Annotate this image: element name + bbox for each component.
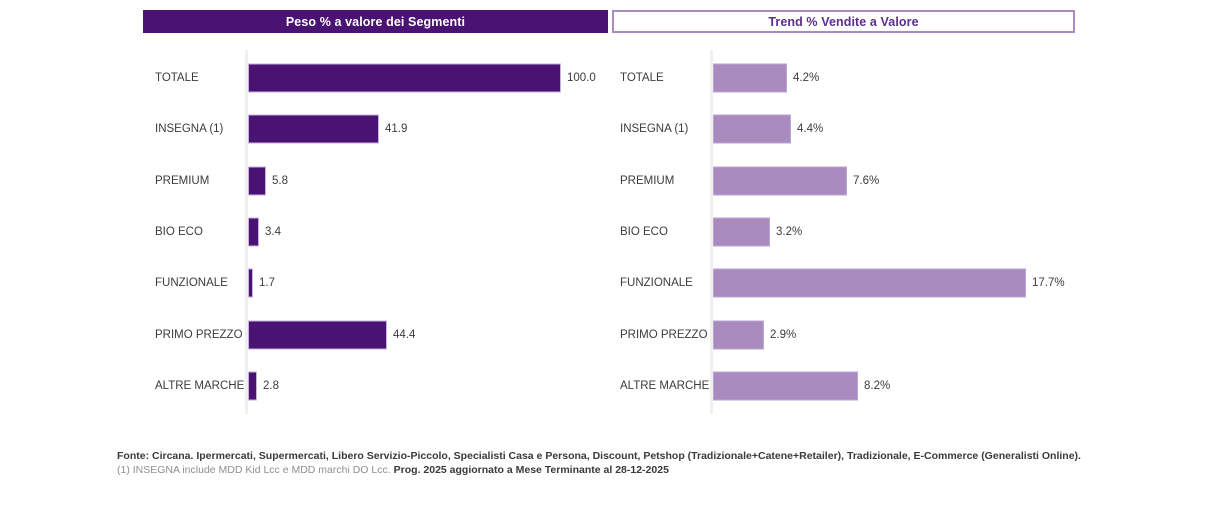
chart-row: FUNZIONALE 17.7%: [612, 258, 1075, 309]
chart-rows: TOTALE 100.0 INSEGNA (1) 41.9 PREMIUM 5.8 BIO …: [143, 52, 608, 412]
bar: [713, 217, 770, 247]
value-label: 8.2%: [864, 380, 891, 393]
category-label: PREMIUM: [155, 174, 210, 187]
left-chart-header: Peso % a valore dei Segmenti: [143, 10, 608, 33]
chart-rows: TOTALE 4.2% INSEGNA (1) 4.4% PREMIUM 7.6% BIO …: [612, 52, 1075, 412]
bar: [713, 268, 1026, 298]
category-label: ALTRE MARCHE: [155, 380, 245, 393]
value-label: 1.7: [259, 277, 275, 290]
category-label: PRIMO PREZZO: [155, 328, 243, 341]
category-label: TOTALE: [155, 71, 199, 84]
value-label: 5.8: [272, 174, 288, 187]
bar: [248, 166, 266, 196]
footnote: Fonte: Circana. Ipermercati, Supermercat…: [117, 449, 1157, 477]
value-label: 4.2%: [793, 71, 820, 84]
bar: [713, 371, 858, 401]
bar: [248, 371, 257, 401]
bar: [248, 217, 259, 247]
chart-row: PRIMO PREZZO 44.4: [143, 309, 608, 360]
axis-line: [710, 50, 713, 414]
axis-line: [245, 50, 248, 414]
chart-row: TOTALE 100.0: [143, 52, 608, 103]
bar: [713, 114, 791, 144]
value-label: 3.2%: [776, 225, 803, 238]
bar: [248, 63, 561, 93]
chart-row: PREMIUM 5.8: [143, 155, 608, 206]
sales-trend-chart: TOTALE 4.2% INSEGNA (1) 4.4% PREMIUM 7.6% BIO …: [612, 50, 1075, 414]
chart-row: ALTRE MARCHE 8.2%: [612, 361, 1075, 412]
right-chart-header: Trend % Vendite a Valore: [612, 10, 1075, 33]
value-label: 44.4: [393, 328, 416, 341]
category-label: FUNZIONALE: [155, 277, 228, 290]
chart-row: PRIMO PREZZO 2.9%: [612, 309, 1075, 360]
value-label: 2.9%: [770, 328, 797, 341]
segments-weight-chart: TOTALE 100.0 INSEGNA (1) 41.9 PREMIUM 5.8 BIO …: [143, 50, 608, 414]
chart-row: FUNZIONALE 1.7: [143, 258, 608, 309]
chart-row: TOTALE 4.2%: [612, 52, 1075, 103]
value-label: 3.4: [265, 225, 281, 238]
category-label: FUNZIONALE: [620, 277, 693, 290]
category-label: INSEGNA (1): [155, 123, 224, 136]
left-chart-title: Peso % a valore dei Segmenti: [285, 14, 466, 29]
bar: [713, 166, 847, 196]
chart-row: PREMIUM 7.6%: [612, 155, 1075, 206]
category-label: ALTRE MARCHE: [620, 380, 710, 393]
value-label: 4.4%: [797, 123, 824, 136]
insegna-note: (1) INSEGNA include MDD Kid Lcc e MDD ma…: [117, 464, 391, 476]
bar: [713, 63, 787, 93]
bar: [248, 114, 379, 144]
source-note: Fonte: Circana. Ipermercati, Supermercat…: [117, 450, 1081, 462]
category-label: PRIMO PREZZO: [620, 328, 708, 341]
value-label: 7.6%: [853, 174, 880, 187]
chart-row: BIO ECO 3.2%: [612, 206, 1075, 257]
bar: [713, 320, 764, 350]
progress-note: Prog. 2025 aggiornato a Mese Terminante …: [393, 464, 669, 476]
category-label: BIO ECO: [620, 225, 668, 238]
value-label: 41.9: [385, 123, 408, 136]
category-label: BIO ECO: [155, 225, 203, 238]
right-chart-title: Trend % Vendite a Valore: [768, 14, 919, 29]
category-label: INSEGNA (1): [620, 123, 689, 136]
value-label: 17.7%: [1032, 277, 1065, 290]
category-label: PREMIUM: [620, 174, 675, 187]
chart-row: BIO ECO 3.4: [143, 206, 608, 257]
chart-row: INSEGNA (1) 4.4%: [612, 103, 1075, 154]
value-label: 100.0: [567, 71, 596, 84]
update-note: (1) INSEGNA include MDD Kid Lcc e MDD ma…: [117, 463, 1157, 477]
chart-row: INSEGNA (1) 41.9: [143, 103, 608, 154]
category-label: TOTALE: [620, 71, 664, 84]
bar: [248, 268, 253, 298]
bar: [248, 320, 387, 350]
chart-row: ALTRE MARCHE 2.8: [143, 361, 608, 412]
value-label: 2.8: [263, 380, 279, 393]
